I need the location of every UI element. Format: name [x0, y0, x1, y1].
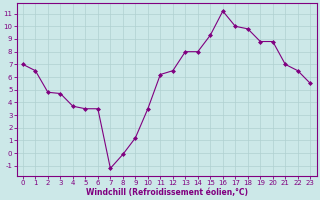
X-axis label: Windchill (Refroidissement éolien,°C): Windchill (Refroidissement éolien,°C)	[85, 188, 248, 197]
